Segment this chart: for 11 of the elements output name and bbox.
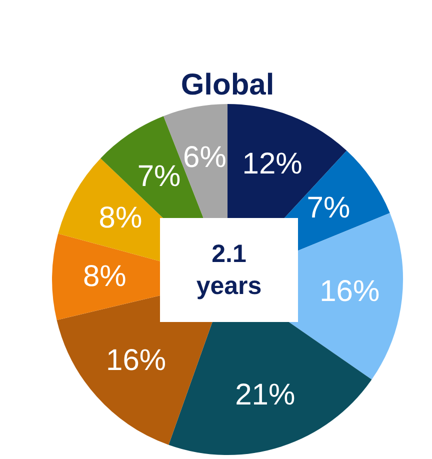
data-label: 8%	[82, 260, 126, 293]
data-label: 12%	[242, 147, 302, 180]
data-label: 16%	[320, 275, 380, 308]
text: 2.1 years	[160, 218, 298, 322]
data-label: 7%	[306, 192, 350, 225]
data-label: 8%	[98, 201, 142, 234]
data-label: 6%	[183, 141, 226, 174]
chart-title: Global	[180, 68, 274, 102]
data-label: 7%	[137, 160, 181, 193]
data-label: 16%	[106, 344, 166, 377]
data-label: 21%	[235, 378, 296, 412]
